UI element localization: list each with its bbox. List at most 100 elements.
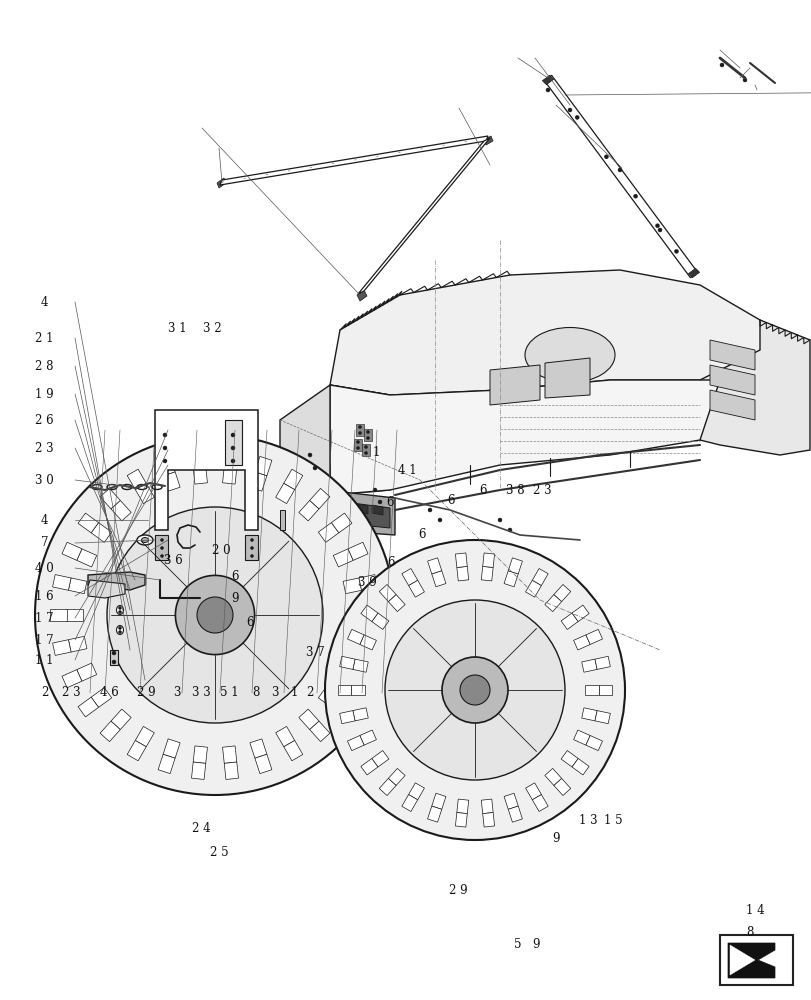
Bar — [68, 636, 87, 652]
Ellipse shape — [307, 453, 311, 457]
Bar — [224, 451, 238, 468]
Ellipse shape — [118, 606, 122, 609]
Ellipse shape — [460, 675, 489, 705]
Text: 2 9: 2 9 — [449, 884, 467, 896]
Text: 2 6: 2 6 — [36, 414, 54, 426]
Ellipse shape — [163, 433, 167, 437]
Ellipse shape — [116, 626, 123, 635]
Bar — [347, 609, 363, 621]
Polygon shape — [363, 429, 371, 441]
Ellipse shape — [356, 440, 359, 444]
Text: 1 0: 1 0 — [745, 944, 763, 958]
Text: 1: 1 — [371, 446, 380, 460]
Text: 6: 6 — [418, 528, 426, 542]
Bar — [482, 813, 494, 827]
Bar — [331, 513, 351, 533]
Bar — [163, 739, 180, 758]
Ellipse shape — [35, 435, 394, 795]
Polygon shape — [335, 503, 350, 513]
Bar — [100, 488, 120, 509]
Bar — [431, 571, 445, 587]
Polygon shape — [719, 935, 792, 985]
Bar — [388, 768, 405, 785]
Bar — [508, 806, 521, 822]
Bar — [348, 542, 367, 560]
Bar — [353, 659, 368, 672]
Bar — [78, 697, 98, 717]
Polygon shape — [727, 943, 774, 978]
Bar — [298, 500, 319, 521]
Bar — [135, 726, 154, 747]
Text: 4: 4 — [41, 514, 49, 526]
Bar — [525, 580, 541, 597]
Text: 2 3: 2 3 — [36, 442, 54, 454]
Text: 1 5: 1 5 — [603, 814, 621, 826]
Bar — [481, 566, 492, 581]
Bar — [457, 566, 468, 581]
Text: 1 7: 1 7 — [36, 611, 54, 624]
Bar — [309, 721, 329, 742]
Text: 5: 5 — [513, 938, 521, 952]
Bar — [309, 488, 329, 509]
Ellipse shape — [197, 597, 233, 633]
Bar — [388, 595, 405, 612]
Text: 3 8: 3 8 — [506, 484, 524, 496]
Ellipse shape — [116, 605, 123, 614]
Polygon shape — [329, 385, 389, 495]
Polygon shape — [542, 75, 553, 85]
Bar — [544, 595, 561, 612]
Ellipse shape — [118, 631, 122, 634]
Ellipse shape — [508, 528, 512, 532]
Bar — [353, 708, 368, 721]
Text: 9: 9 — [231, 591, 239, 604]
Bar — [255, 754, 272, 774]
Text: 1 7: 1 7 — [36, 634, 54, 647]
Text: 4 1: 4 1 — [398, 464, 416, 477]
Ellipse shape — [118, 610, 122, 613]
Bar — [158, 456, 175, 476]
Polygon shape — [354, 439, 362, 451]
Text: 1 3: 1 3 — [579, 814, 597, 826]
Text: 3 1: 3 1 — [168, 322, 186, 334]
Bar — [276, 726, 294, 747]
Polygon shape — [355, 424, 363, 436]
Bar — [359, 635, 376, 650]
Bar — [68, 578, 87, 594]
Bar — [276, 483, 294, 504]
Text: 3 2: 3 2 — [204, 322, 221, 334]
Bar — [191, 451, 205, 468]
Ellipse shape — [674, 249, 678, 253]
Bar — [581, 659, 596, 672]
Ellipse shape — [107, 507, 323, 723]
Bar — [544, 768, 561, 785]
Bar — [250, 739, 267, 758]
Bar — [78, 513, 98, 533]
Ellipse shape — [324, 540, 624, 840]
Ellipse shape — [545, 88, 549, 92]
Ellipse shape — [163, 446, 167, 450]
Bar — [343, 636, 361, 652]
Bar — [298, 709, 319, 730]
Polygon shape — [329, 380, 719, 495]
Ellipse shape — [230, 459, 234, 463]
Bar — [455, 813, 466, 827]
Polygon shape — [88, 572, 145, 590]
Polygon shape — [371, 505, 383, 515]
Ellipse shape — [161, 538, 163, 542]
Polygon shape — [329, 270, 779, 395]
Bar — [379, 584, 396, 602]
Text: 3 7: 3 7 — [305, 646, 324, 658]
Ellipse shape — [230, 433, 234, 437]
Bar — [250, 472, 267, 491]
Bar — [193, 746, 207, 763]
Text: 8: 8 — [251, 686, 260, 700]
Text: 6: 6 — [387, 556, 395, 568]
Polygon shape — [354, 504, 367, 514]
Polygon shape — [543, 75, 697, 278]
Bar — [224, 762, 238, 779]
Text: 3: 3 — [173, 686, 181, 700]
Bar — [127, 740, 146, 761]
Text: 2 4: 2 4 — [192, 822, 210, 834]
Bar — [77, 549, 97, 567]
Polygon shape — [362, 444, 370, 456]
